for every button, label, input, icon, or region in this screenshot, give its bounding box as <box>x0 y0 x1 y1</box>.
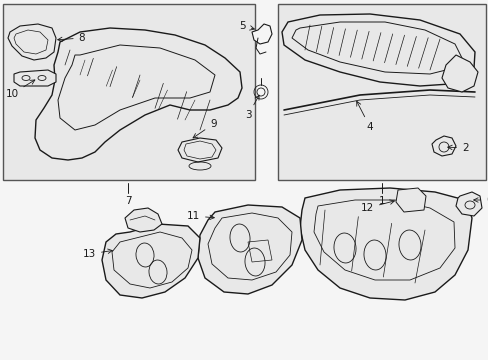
Text: 1: 1 <box>378 196 385 206</box>
Text: 4: 4 <box>356 101 372 132</box>
Polygon shape <box>178 138 222 162</box>
Text: 11: 11 <box>186 211 214 221</box>
Text: 13: 13 <box>82 249 112 259</box>
Text: 2: 2 <box>447 143 468 153</box>
Polygon shape <box>102 224 200 298</box>
Polygon shape <box>35 28 242 160</box>
Polygon shape <box>8 24 56 60</box>
Polygon shape <box>455 192 481 216</box>
Text: 7: 7 <box>124 196 131 206</box>
Text: 9: 9 <box>193 119 216 138</box>
Text: 12: 12 <box>360 200 394 213</box>
Polygon shape <box>282 14 474 86</box>
Text: 10: 10 <box>5 80 35 99</box>
Text: 3: 3 <box>244 95 259 120</box>
Polygon shape <box>251 24 271 44</box>
Polygon shape <box>299 188 471 300</box>
Bar <box>278 4 485 180</box>
Text: 6: 6 <box>473 195 488 205</box>
Polygon shape <box>125 208 162 232</box>
Text: 8: 8 <box>58 33 85 43</box>
Polygon shape <box>431 136 455 156</box>
Text: 5: 5 <box>239 21 254 31</box>
Polygon shape <box>198 205 302 294</box>
Polygon shape <box>441 55 477 92</box>
Polygon shape <box>395 188 425 212</box>
Bar <box>3 4 254 180</box>
Polygon shape <box>14 70 56 86</box>
